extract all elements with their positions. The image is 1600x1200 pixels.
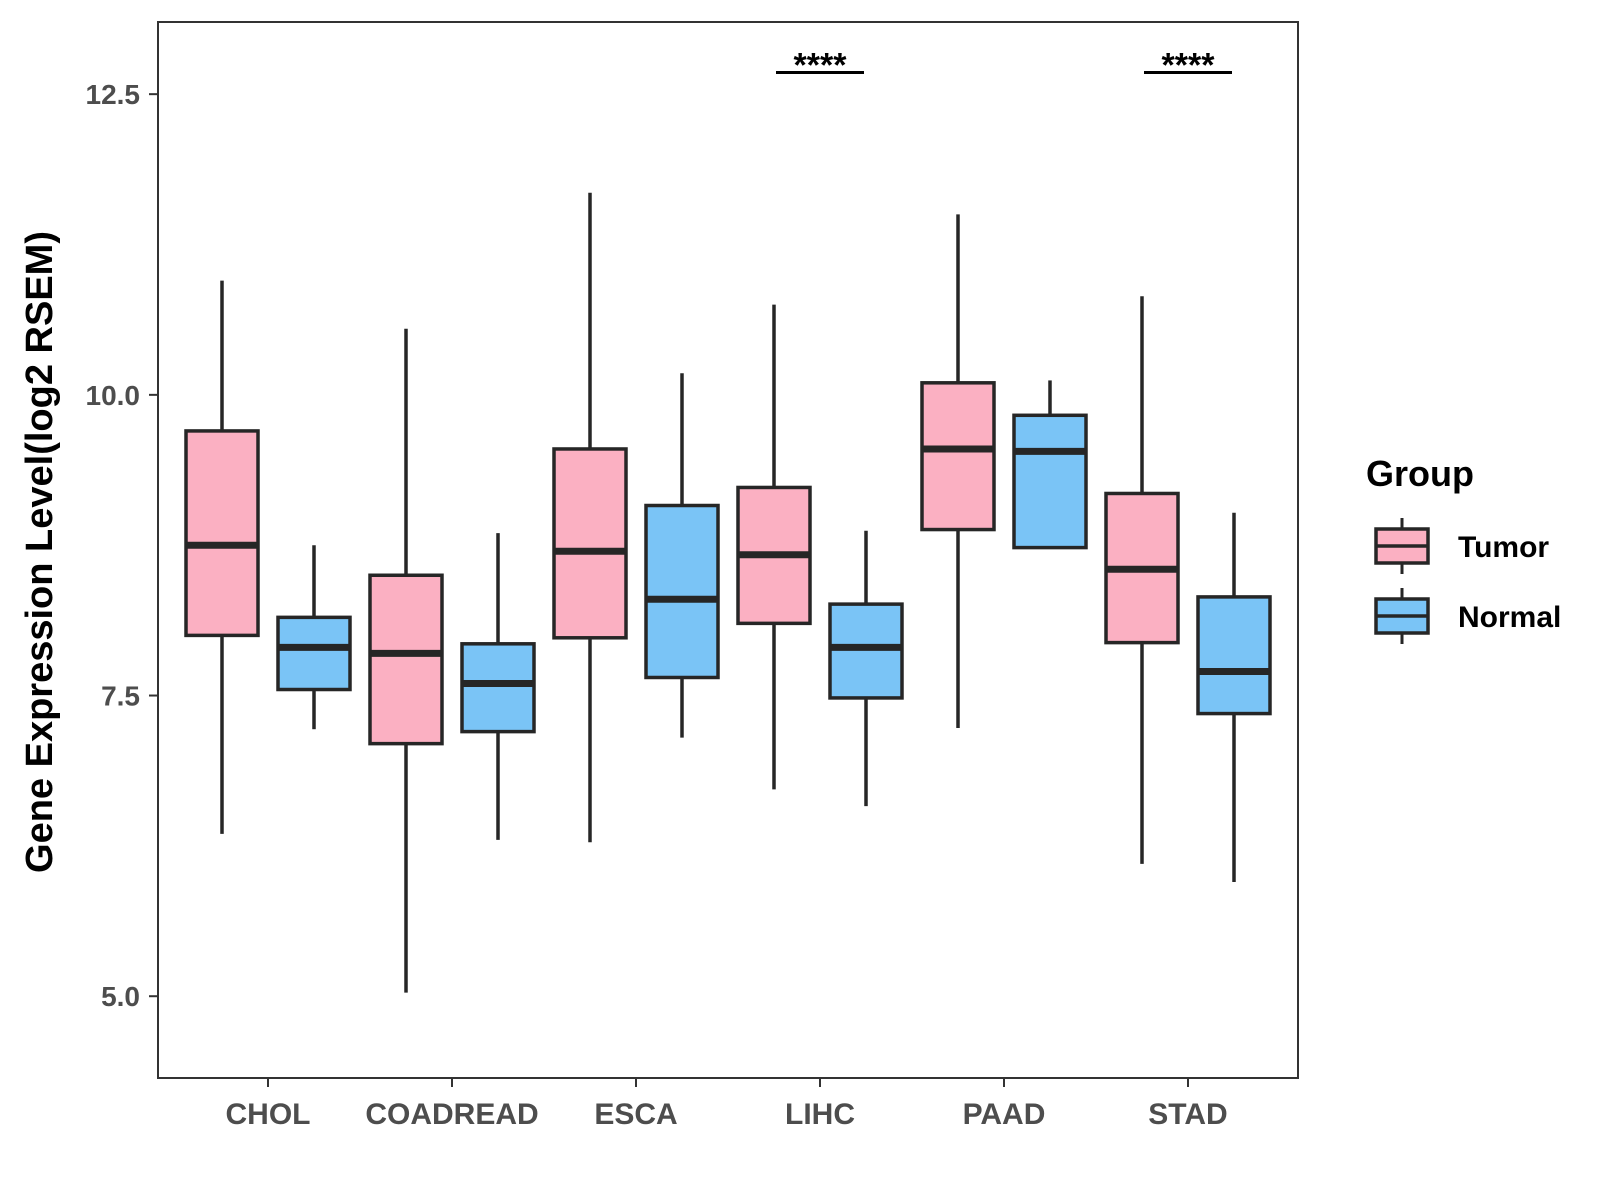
y-axis-title: Gene Expression Level(log2 RSEM) [19, 231, 61, 873]
box-tumor-paad [920, 214, 996, 729]
x-tick-label: PAAD [963, 1098, 1046, 1131]
legend-title: Group [1366, 453, 1474, 494]
legend: Group Tumor Normal [1366, 453, 1561, 644]
significance-annotations: **** **** [776, 47, 1232, 85]
box-body [552, 447, 628, 640]
y-tick-label: 10.0 [86, 380, 141, 411]
x-tick-label: COADREAD [365, 1098, 538, 1131]
y-tick-label: 12.5 [86, 79, 141, 110]
y-axis: 5.0 7.5 10.0 12.5 [86, 79, 158, 1012]
box-normal-lihc [828, 530, 904, 807]
x-axis: CHOL COADREAD ESCA LIHC PAAD STAD [226, 1078, 1228, 1131]
x-tick-label: ESCA [594, 1098, 677, 1131]
box-body [644, 503, 720, 680]
legend-entry-tumor: Tumor [1374, 518, 1549, 574]
plot-panel [157, 21, 1299, 1079]
box-normal-coadread [460, 533, 536, 840]
box-normal-esca [644, 373, 720, 738]
box-tumor-coadread [368, 328, 444, 993]
legend-entry-normal: Normal [1374, 588, 1561, 644]
box-body [920, 381, 996, 532]
box-body [1196, 595, 1272, 716]
box-body [276, 615, 352, 692]
box-layer [184, 192, 1272, 993]
box-body [184, 429, 260, 638]
box-normal-stad [1196, 512, 1272, 882]
legend-label: Normal [1458, 601, 1561, 634]
y-tick-label: 7.5 [101, 681, 140, 712]
significance-label: **** [1162, 47, 1216, 85]
legend-label: Tumor [1458, 531, 1549, 564]
box-tumor-esca [552, 192, 628, 843]
legend-entries: Tumor Normal [1374, 518, 1561, 644]
box-tumor-lihc [736, 304, 812, 790]
box-body [368, 573, 444, 746]
x-tick-label: LIHC [785, 1098, 855, 1131]
box-tumor-stad [1104, 296, 1180, 864]
box-normal-chol [276, 545, 352, 730]
box-tumor-chol [184, 280, 260, 834]
box-body [460, 642, 536, 734]
x-tick-label: STAD [1148, 1098, 1227, 1131]
x-tick-label: CHOL [226, 1098, 311, 1131]
box-body [828, 602, 904, 700]
y-tick-label: 5.0 [101, 981, 140, 1012]
significance-label: **** [794, 47, 848, 85]
box-body [1012, 413, 1088, 550]
box-normal-paad [1012, 380, 1088, 550]
